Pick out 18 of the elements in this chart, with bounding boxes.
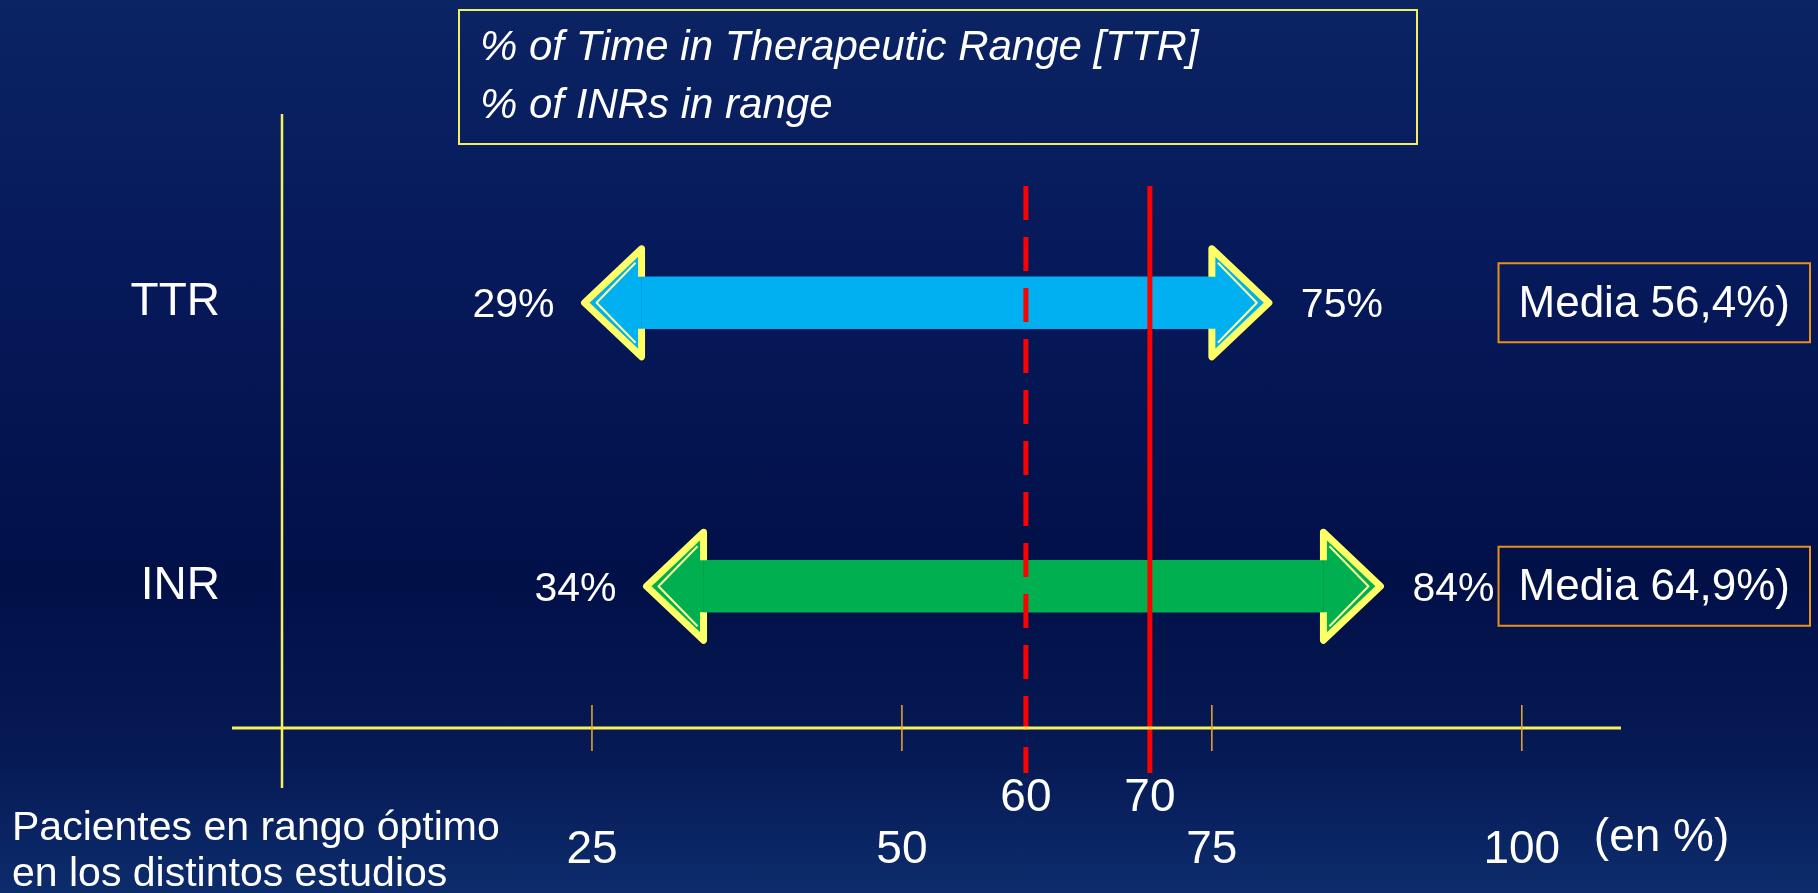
- y-tick-label: TTR: [130, 273, 220, 326]
- annotation: 84%: [1412, 563, 1495, 610]
- annotation: 75%: [1300, 280, 1383, 327]
- y-tick-label: INR: [140, 556, 220, 609]
- annotation: Media 64,9%): [1518, 560, 1790, 610]
- chart-title: % of Time in Therapeutic Range [TTR]: [480, 21, 1201, 71]
- x-tick-label: 50: [876, 821, 928, 874]
- x-axis-title: Pacientes en rango óptimo en los distintos estudios: [12, 803, 501, 893]
- annotation: 29%: [472, 280, 555, 327]
- chart-subtitle: % of INRs in range: [480, 79, 834, 129]
- text: (en %): [1593, 808, 1730, 861]
- annotation: 34%: [534, 563, 617, 610]
- x-tick-label: 25: [566, 821, 618, 874]
- ref-line-label: 60: [1000, 768, 1052, 821]
- x-tick-label: 75: [1186, 821, 1238, 874]
- x-tick-label: 100: [1483, 821, 1561, 874]
- ref-line-label: 70: [1124, 768, 1176, 821]
- annotation: Media 56,4%): [1518, 276, 1790, 326]
